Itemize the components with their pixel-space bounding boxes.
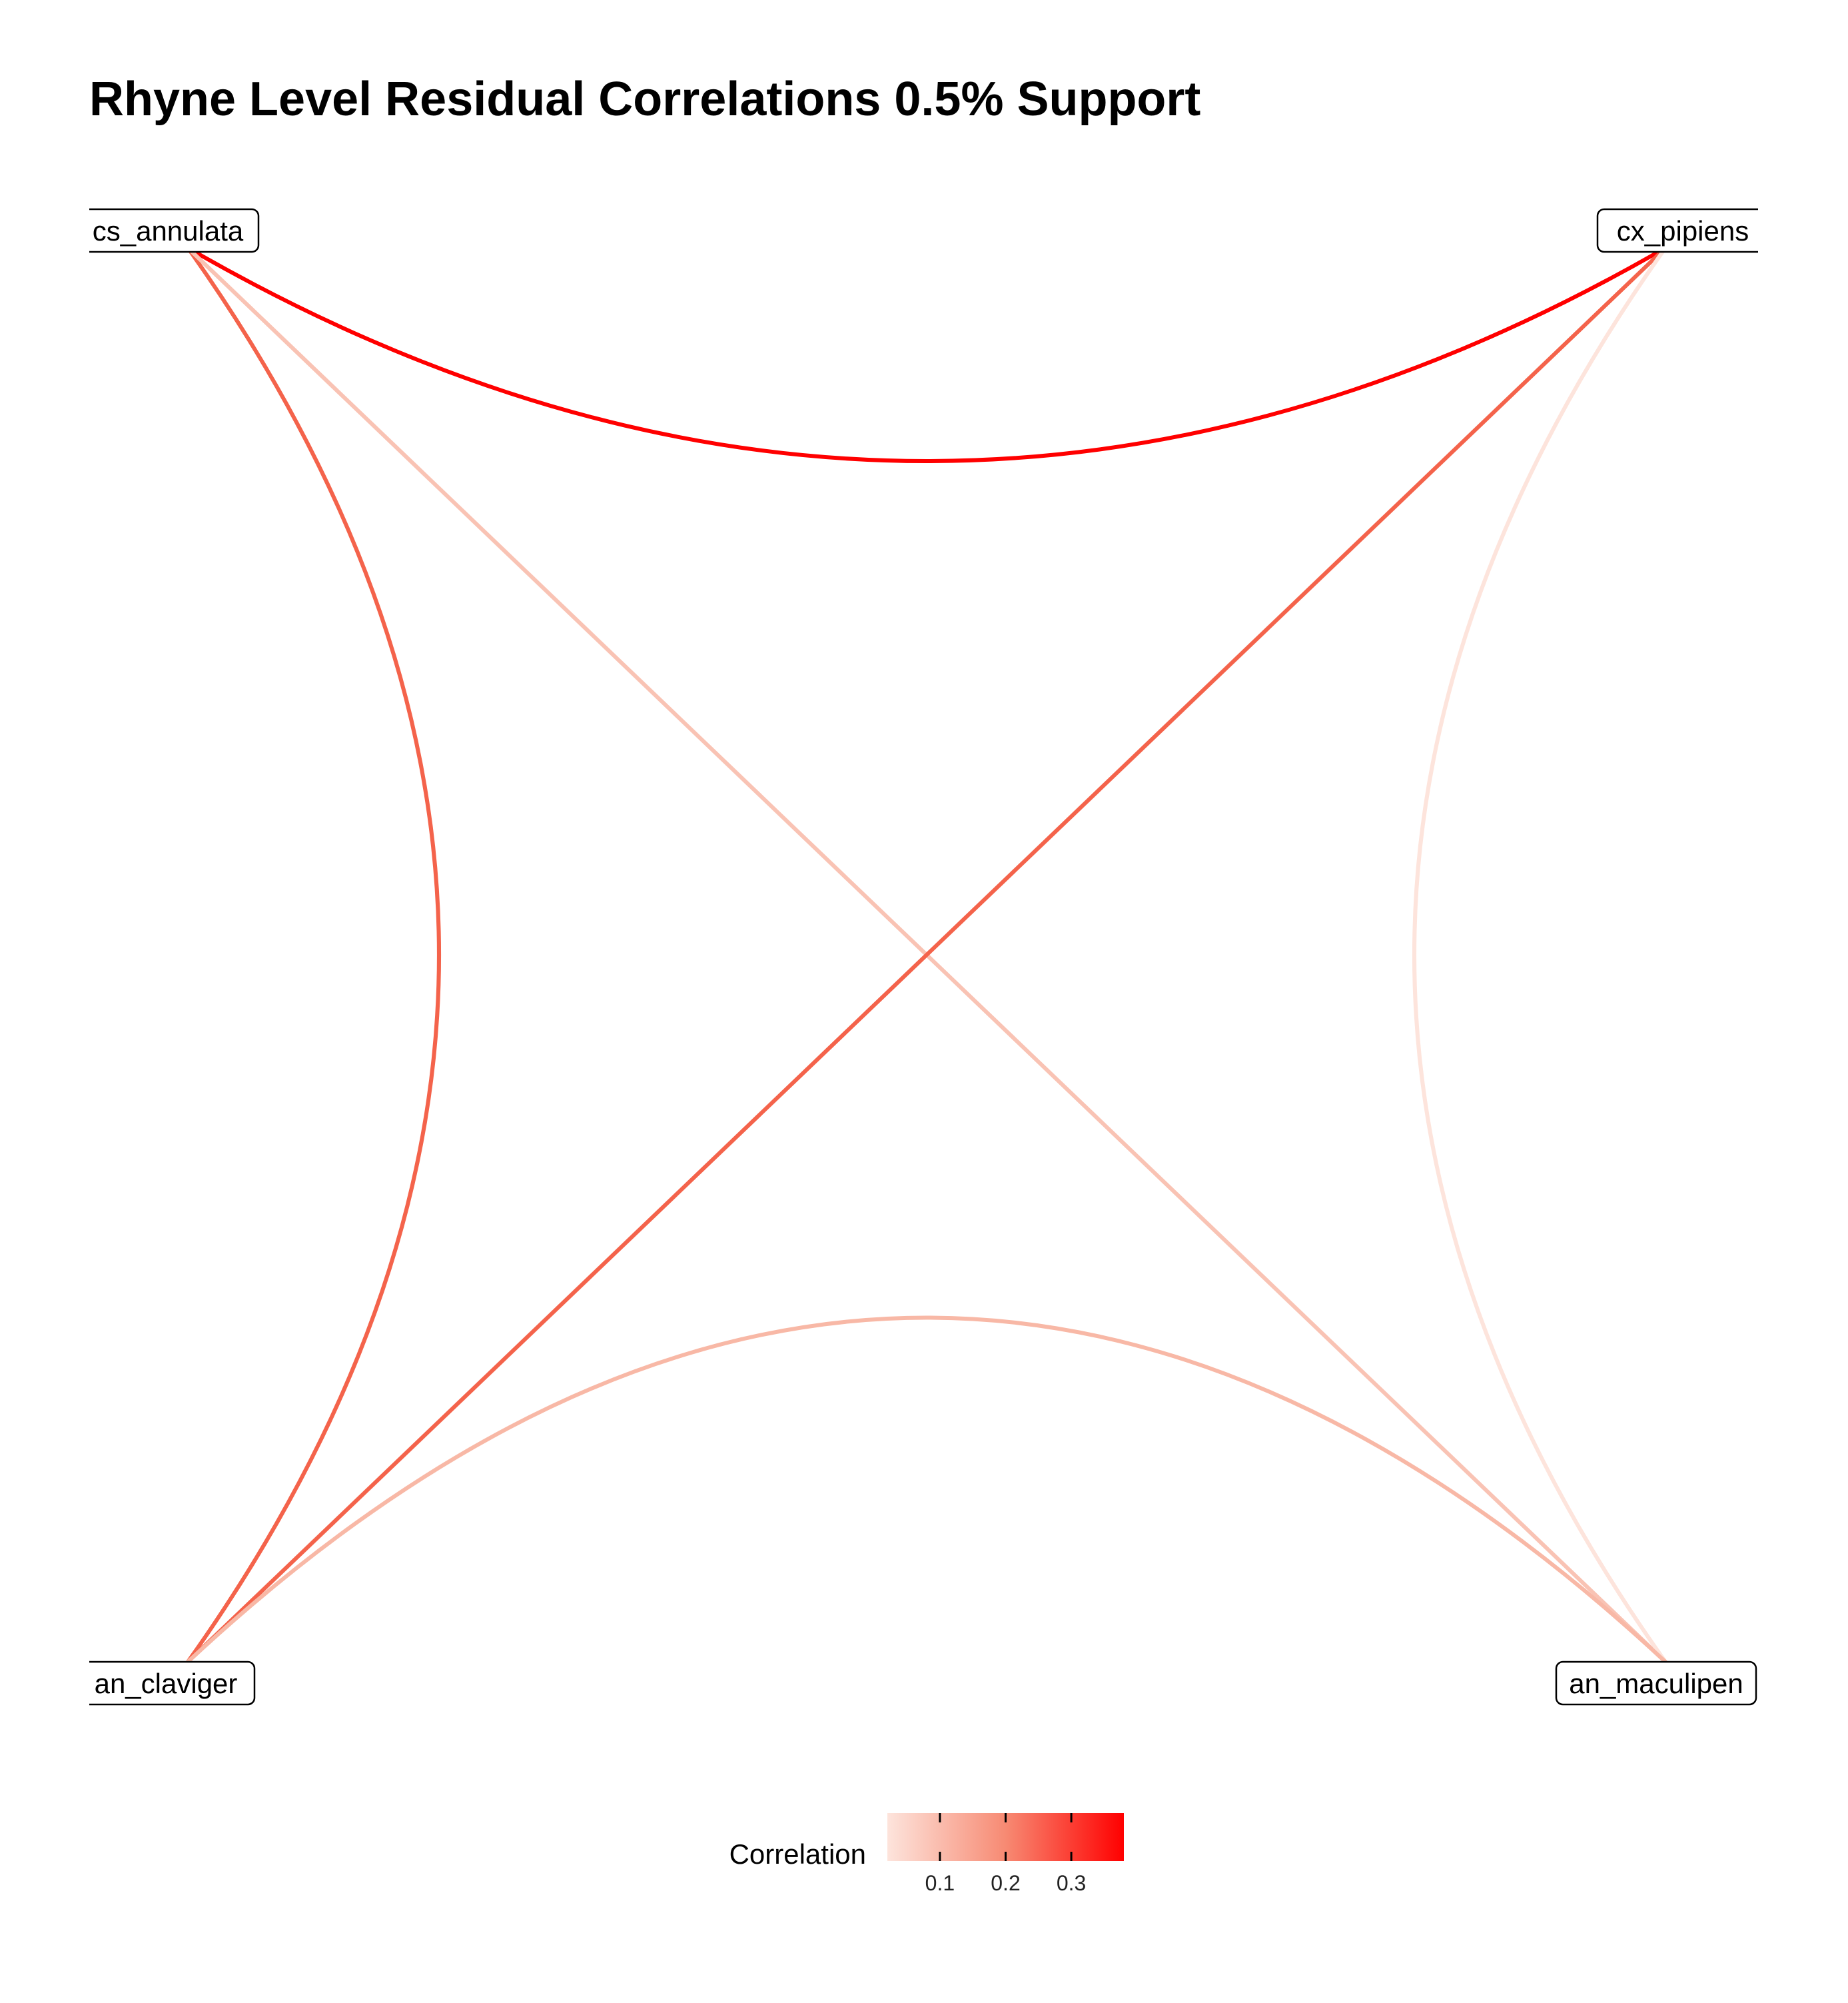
legend-tick-label: 0.2 [991, 1871, 1020, 1895]
edge-cx-cl [186, 246, 1667, 1664]
node-cx: cx_pipiens [1596, 208, 1758, 253]
legend-tick-label: 0.3 [1057, 1871, 1086, 1895]
node-label-box [1596, 208, 1758, 253]
edges-layer [186, 246, 1667, 1664]
edge-cs-cl [186, 246, 441, 1664]
nodes-layer: cs_annulata cx_pipiens an_claviger an_macul… [89, 208, 1758, 1706]
legend-title: Correlation [729, 1838, 866, 1870]
node-label: an_claviger [95, 1668, 238, 1699]
edge-cx-ma [1412, 246, 1667, 1664]
node-cs: cs_annulata [89, 208, 260, 253]
edge-cl-ma [186, 1315, 1667, 1664]
node-label-box [89, 208, 260, 253]
node-label-box [89, 1661, 256, 1706]
node-label: cx_pipiens [1617, 215, 1749, 247]
legend-tick-label: 0.1 [925, 1871, 955, 1895]
node-label: an_maculipen [1569, 1668, 1743, 1699]
edge-cs-cx [186, 246, 1667, 463]
node-label-box [1555, 1661, 1757, 1706]
node-label: cs_annulata [93, 215, 244, 247]
node-cl: an_claviger [89, 1661, 256, 1706]
node-ma: an_maculipen [1555, 1661, 1757, 1706]
chart-title: Rhyne Level Residual Correlations 0.5% S… [89, 73, 1201, 126]
legend: Correlation 0.1 0.2 0.3 [729, 1813, 1124, 1895]
